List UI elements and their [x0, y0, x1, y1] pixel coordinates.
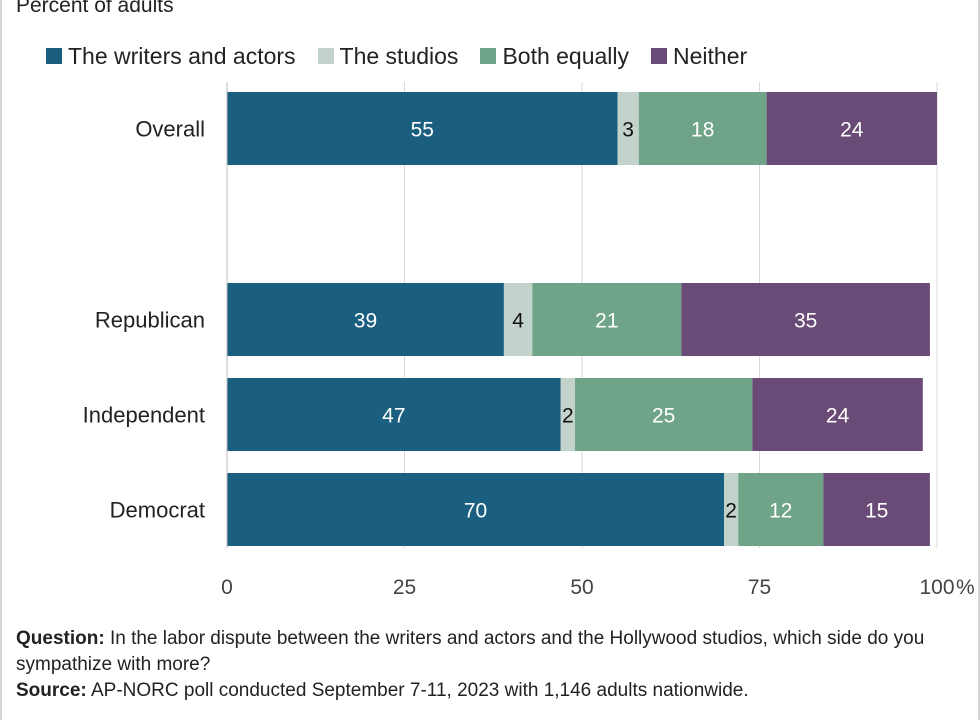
category-label: Republican — [95, 308, 205, 333]
x-tick-label: 25 — [393, 576, 416, 599]
x-tick-label: 0 — [221, 576, 233, 599]
legend-item-writers-actors: The writers and actors — [46, 43, 296, 70]
bar-segment — [638, 92, 767, 165]
question-label: Question: — [16, 628, 105, 649]
data-label: 24 — [826, 405, 850, 428]
bar-segment — [823, 473, 930, 546]
data-label: 47 — [382, 405, 405, 428]
x-tick-label: 50 — [570, 576, 593, 599]
legend-swatch — [651, 48, 668, 64]
legend-label: Neither — [673, 42, 748, 69]
chart-subtitle: Percent of adults — [16, 0, 174, 17]
bar-segment — [560, 378, 575, 451]
bar-segment — [503, 283, 533, 356]
question-note: Question: In the labor dispute between t… — [16, 626, 966, 678]
data-label: 15 — [865, 500, 888, 523]
data-label: 55 — [411, 119, 434, 142]
data-label: 2 — [562, 405, 574, 428]
legend-item-studios: The studios — [317, 42, 459, 70]
data-label: 25 — [652, 405, 675, 428]
data-label: 12 — [769, 500, 792, 523]
bar-segment — [574, 378, 753, 451]
legend-swatch — [317, 48, 334, 64]
bar-segment — [227, 378, 561, 451]
data-label: 21 — [595, 310, 618, 333]
legend-label: Both equally — [502, 42, 630, 69]
legend-item-neither: Neither — [651, 43, 747, 70]
data-label: 24 — [840, 119, 864, 142]
chart-legend: The writers and actors The studios Both … — [46, 41, 747, 71]
bar-segment — [617, 92, 639, 165]
bar-segment — [227, 473, 724, 546]
category-label: Overall — [135, 117, 205, 142]
bar-segment — [766, 92, 937, 165]
bar-segment — [227, 92, 618, 165]
frame-left-border — [0, 0, 2, 720]
bar-segment — [681, 283, 930, 356]
category-label: Democrat — [110, 498, 205, 523]
bar-segment — [738, 473, 824, 546]
data-label: 2 — [725, 500, 737, 523]
data-label: 3 — [622, 119, 634, 142]
frame-right-border — [978, 0, 980, 720]
stacked-bar-chart: Overall 55 3 18 24 Republican 39 4 21 35 Independe… — [83, 82, 975, 599]
x-unit-label: % — [956, 576, 975, 599]
question-text: In the labor dispute between the writers… — [16, 628, 925, 675]
data-label: 39 — [354, 310, 377, 333]
bar-segment — [724, 473, 739, 546]
source-text: AP-NORC poll conducted September 7-11, 2… — [86, 680, 749, 701]
legend-label: The writers and actors — [68, 42, 296, 69]
legend-swatch — [46, 48, 62, 64]
data-label: 35 — [794, 310, 817, 333]
bar-segment — [532, 283, 682, 356]
source-note: Source: AP-NORC poll conducted September… — [16, 678, 966, 704]
category-label: Independent — [83, 403, 205, 428]
legend-swatch — [480, 48, 497, 64]
legend-item-both-equally: Both equally — [480, 43, 629, 70]
data-label: 70 — [464, 500, 487, 523]
data-label: 4 — [512, 310, 524, 333]
source-label: Source: — [16, 680, 87, 701]
x-tick-label: 75 — [748, 576, 771, 599]
bar-segment — [227, 283, 504, 356]
x-tick-label: 100 — [919, 576, 954, 599]
legend-label: The studios — [339, 42, 459, 69]
bar-segment — [752, 378, 923, 451]
data-label: 18 — [691, 119, 714, 142]
chart-footnote: Question: In the labor dispute between t… — [16, 626, 966, 704]
